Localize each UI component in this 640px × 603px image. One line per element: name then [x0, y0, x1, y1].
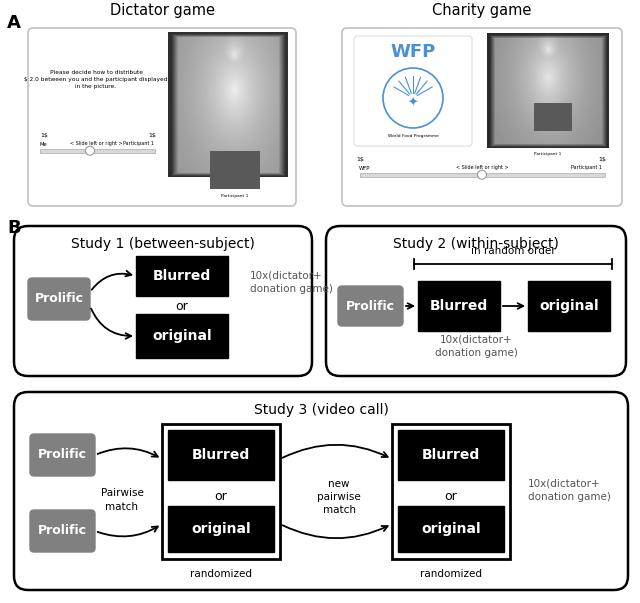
FancyBboxPatch shape — [14, 392, 628, 590]
Text: 1$: 1$ — [598, 157, 606, 162]
Text: 1$: 1$ — [40, 133, 48, 139]
Bar — [418, 281, 500, 331]
Text: Me: Me — [40, 142, 48, 147]
Circle shape — [86, 147, 95, 155]
Text: WFP: WFP — [359, 165, 371, 171]
Text: Dictator game: Dictator game — [109, 3, 214, 18]
FancyBboxPatch shape — [354, 36, 472, 146]
Text: new
pairwise
match: new pairwise match — [317, 479, 361, 515]
Text: Blurred: Blurred — [153, 269, 211, 283]
Text: 10x(dictator+
donation game): 10x(dictator+ donation game) — [250, 270, 333, 294]
Bar — [40, 149, 155, 153]
Text: Participant 1: Participant 1 — [534, 152, 562, 156]
Text: 1$: 1$ — [356, 157, 364, 162]
Text: World Food Programme: World Food Programme — [388, 134, 438, 138]
Text: Participant 1: Participant 1 — [221, 194, 249, 198]
Text: original: original — [191, 522, 251, 536]
Text: randomized: randomized — [190, 569, 252, 579]
Text: 10x(dictator+
donation game): 10x(dictator+ donation game) — [435, 335, 517, 358]
FancyBboxPatch shape — [28, 278, 90, 320]
FancyBboxPatch shape — [30, 510, 95, 552]
Bar — [392, 424, 510, 559]
Text: Prolific: Prolific — [38, 525, 87, 537]
Text: Blurred: Blurred — [430, 299, 488, 313]
Text: Please decide how to distribute
$ 2.0 between you and the participant displayed
: Please decide how to distribute $ 2.0 be… — [24, 70, 168, 89]
Bar — [162, 424, 280, 559]
Bar — [136, 314, 228, 358]
Text: Blurred: Blurred — [192, 448, 250, 462]
Text: Prolific: Prolific — [35, 292, 83, 306]
Text: Blurred: Blurred — [422, 448, 480, 462]
FancyBboxPatch shape — [338, 286, 403, 326]
Text: < Slide left or right >: < Slide left or right > — [456, 165, 508, 171]
Text: in random order: in random order — [470, 246, 556, 256]
Text: Prolific: Prolific — [38, 449, 87, 461]
Text: or: or — [175, 300, 188, 312]
Bar — [168, 506, 274, 552]
Text: Participant 1: Participant 1 — [123, 142, 154, 147]
Text: Prolific: Prolific — [346, 300, 395, 312]
Bar — [136, 256, 228, 296]
Text: original: original — [421, 522, 481, 536]
FancyBboxPatch shape — [14, 226, 312, 376]
FancyBboxPatch shape — [30, 434, 95, 476]
Text: 10x(dictator+
donation game): 10x(dictator+ donation game) — [528, 478, 611, 502]
Bar — [398, 430, 504, 480]
Bar — [168, 430, 274, 480]
Bar — [360, 173, 605, 177]
Text: Study 1 (between-subject): Study 1 (between-subject) — [71, 237, 255, 251]
Text: B: B — [7, 219, 20, 237]
Text: original: original — [539, 299, 599, 313]
Text: Pairwise
match: Pairwise match — [100, 488, 143, 511]
FancyBboxPatch shape — [28, 28, 296, 206]
Text: original: original — [152, 329, 212, 343]
Text: Participant 1: Participant 1 — [571, 165, 602, 171]
Text: or: or — [214, 490, 227, 502]
Text: ✦: ✦ — [408, 96, 419, 110]
FancyBboxPatch shape — [342, 28, 622, 206]
Text: Study 2 (within-subject): Study 2 (within-subject) — [393, 237, 559, 251]
FancyBboxPatch shape — [326, 226, 626, 376]
Text: randomized: randomized — [420, 569, 482, 579]
Text: < Slide left or right >: < Slide left or right > — [70, 142, 122, 147]
Text: A: A — [7, 14, 21, 32]
Text: or: or — [445, 490, 458, 502]
Text: 1$: 1$ — [148, 133, 156, 139]
Text: Study 3 (video call): Study 3 (video call) — [253, 403, 388, 417]
Bar — [398, 506, 504, 552]
Text: WFP: WFP — [390, 43, 436, 61]
Bar — [528, 281, 610, 331]
Text: Charity game: Charity game — [432, 3, 532, 18]
Circle shape — [477, 170, 486, 179]
